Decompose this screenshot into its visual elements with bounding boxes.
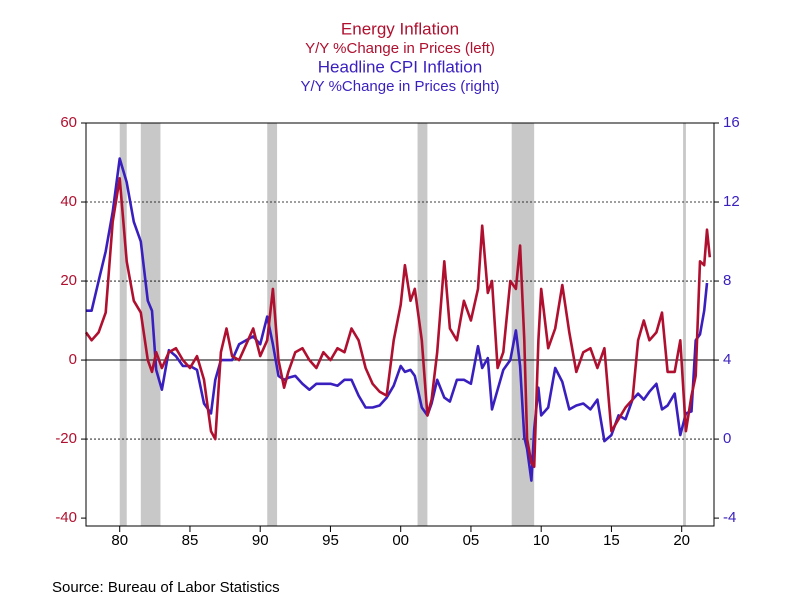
recession-shade (267, 123, 278, 526)
x-tick-label: 15 (603, 532, 620, 549)
x-tick-label: 90 (252, 532, 269, 549)
recession-shade (140, 123, 161, 526)
x-tick-label: 95 (322, 532, 339, 549)
y2-tick-label: 12 (723, 193, 740, 210)
y2-tick-label: 0 (723, 430, 731, 447)
x-tick-label: 85 (182, 532, 199, 549)
y2-tick-label: 8 (723, 272, 731, 289)
y2-tick-label: 16 (723, 114, 740, 131)
x-tick-label: 05 (463, 532, 480, 549)
chart-title: Energy Inflation (341, 19, 459, 38)
recession-shade (417, 123, 428, 526)
chart-title: Y/Y %Change in Prices (right) (301, 78, 500, 95)
y-tick-label: 0 (69, 351, 77, 368)
plot-frame (85, 122, 715, 527)
x-tick-label: 10 (533, 532, 550, 549)
recession-shade (119, 123, 127, 526)
y-tick-label: 60 (60, 114, 77, 131)
chart-title: Headline CPI Inflation (318, 57, 482, 76)
x-tick-label: 80 (111, 532, 128, 549)
series-line (86, 157, 709, 482)
y2-tick-label: 4 (723, 351, 731, 368)
y-tick-label: 40 (60, 193, 77, 210)
series-line (84, 177, 712, 468)
y2-tick-label: -4 (723, 509, 736, 526)
y-tick-label: 20 (60, 272, 77, 289)
x-tick-label: 20 (673, 532, 690, 549)
recession-shade (683, 123, 686, 526)
chart-title: Y/Y %Change in Prices (left) (305, 40, 495, 57)
y-tick-label: -40 (55, 509, 77, 526)
y-tick-label: -20 (55, 430, 77, 447)
x-tick-label: 00 (392, 532, 409, 549)
source-note: Source: Bureau of Labor Statistics (52, 579, 280, 596)
